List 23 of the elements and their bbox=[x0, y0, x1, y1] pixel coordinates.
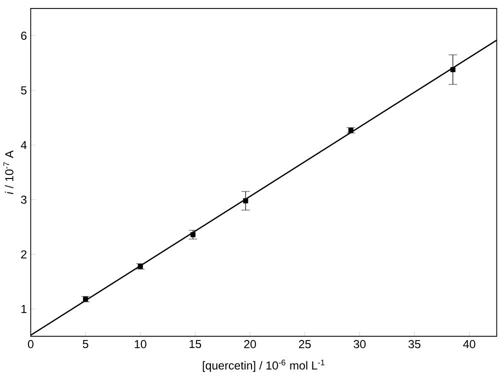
y-tick-label: 5 bbox=[21, 86, 26, 94]
point bbox=[450, 66, 456, 72]
point bbox=[138, 264, 143, 269]
x-tick-label: 40 bbox=[463, 340, 476, 348]
x-tick-label: 10 bbox=[134, 340, 146, 348]
point bbox=[190, 232, 196, 238]
point bbox=[83, 296, 88, 302]
x-tick-label: 35 bbox=[408, 340, 420, 348]
y-tick-label: 6 bbox=[21, 32, 26, 40]
x-axis-title: [quercetin] / 10$^{-6}$ mol L$^{-1}$ bbox=[202, 359, 324, 372]
x-tick-label: 20 bbox=[244, 340, 256, 348]
point bbox=[243, 198, 248, 204]
point bbox=[348, 128, 354, 133]
x-tick-label: 25 bbox=[298, 340, 311, 348]
x-tick-label: 5 bbox=[82, 340, 88, 348]
y-tick-label: 1 bbox=[21, 304, 26, 313]
x-tick-label: 15 bbox=[190, 340, 202, 348]
x-tick-label: 0 bbox=[28, 340, 34, 348]
x-tick-label: 30 bbox=[354, 340, 366, 348]
y-axis-title: i / 10$^{-7}$ A bbox=[4, 150, 14, 194]
y-tick-label: 2 bbox=[21, 250, 26, 258]
y-tick-label: 3 bbox=[21, 195, 26, 204]
y-tick-label: 4 bbox=[20, 140, 27, 149]
